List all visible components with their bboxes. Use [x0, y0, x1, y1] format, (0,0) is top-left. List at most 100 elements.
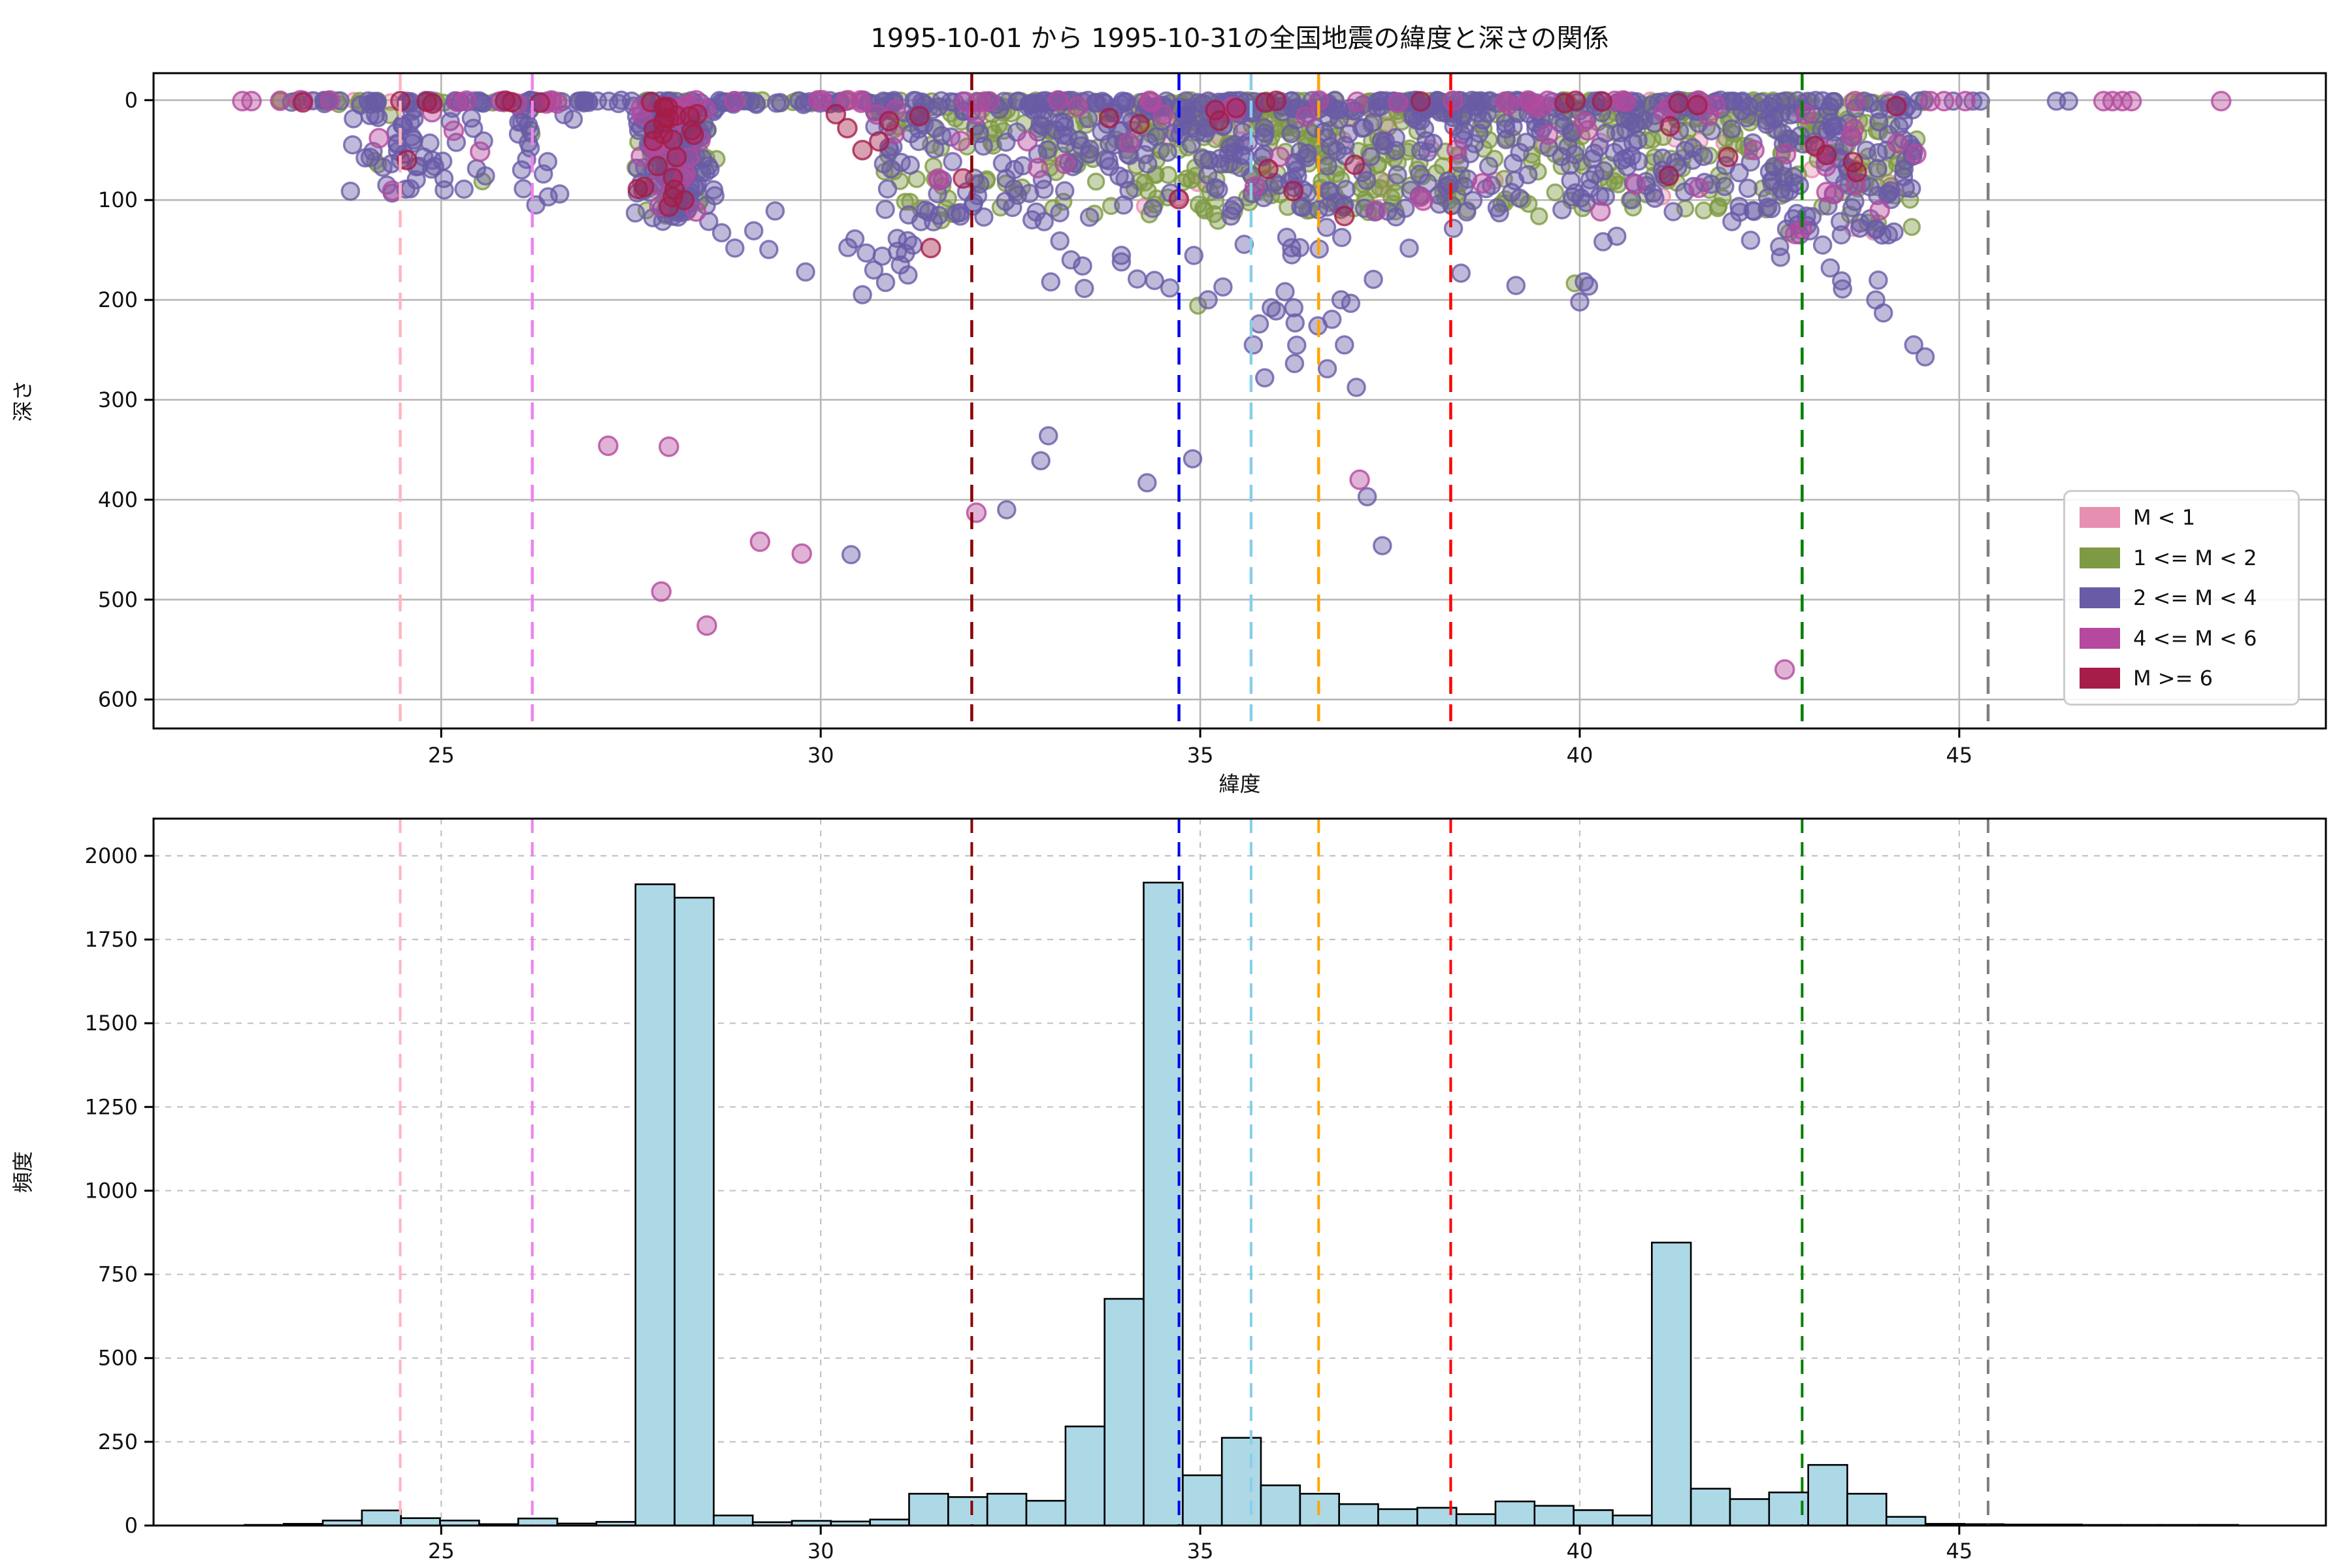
scatter-point-m46 — [1409, 186, 1431, 207]
scatter-point-m24 — [1316, 218, 1337, 237]
scatter-point-m24 — [1411, 141, 1431, 161]
scatter-point-m46 — [651, 581, 672, 602]
legend-swatch-m6 — [2080, 668, 2120, 689]
scatter-point-m24 — [746, 93, 766, 113]
scatter-point-m46 — [928, 170, 950, 191]
scatter-point-m24 — [1249, 314, 1269, 334]
scatter-point-m6 — [1226, 97, 1247, 119]
scatter-point-m24 — [526, 195, 546, 215]
scatter-point-m24 — [1331, 290, 1351, 310]
histogram-grid — [154, 819, 2326, 1526]
scatter-point-m24 — [340, 181, 361, 201]
scatter-point-m46 — [2210, 91, 2232, 112]
y-tick-label: 1250 — [85, 1094, 138, 1119]
scatter-point-m46 — [1955, 91, 1976, 112]
y-tick-label: 250 — [98, 1429, 138, 1454]
scatter-point-m24 — [1143, 199, 1163, 218]
scatter-point-m24 — [1869, 270, 1888, 290]
scatter-point-m24 — [1054, 181, 1075, 201]
scatter-point-m24 — [1505, 171, 1525, 191]
scatter-point-m24 — [1198, 165, 1218, 185]
histogram-bar — [1612, 1514, 1653, 1526]
scatter-point-m24 — [770, 93, 790, 112]
scatter-point-m24 — [1181, 134, 1201, 154]
scatter-point-m24 — [891, 152, 911, 172]
scatter-point-m24 — [1111, 252, 1132, 272]
scatter-point-m46 — [1688, 177, 1709, 199]
scatter-point-m6 — [1687, 95, 1708, 116]
scatter-point-m24 — [743, 221, 764, 240]
scatter-point-m24 — [1738, 178, 1758, 198]
histogram-bar — [1573, 1509, 1614, 1526]
scatter-point-m46 — [966, 502, 987, 523]
scatter-point-m46 — [1590, 201, 1611, 222]
scatter-point-m6 — [529, 92, 551, 114]
scatter-point-m46 — [630, 97, 651, 118]
scatter-point-m12 — [1695, 201, 1713, 220]
scatter-point-m24 — [1022, 210, 1042, 230]
scatter-point-m46 — [270, 90, 291, 112]
scatter-point-m46 — [2121, 91, 2142, 112]
scatter-point-m46 — [598, 435, 619, 457]
scatter-point-m24 — [711, 223, 732, 243]
scatter-point-m24 — [1172, 116, 1192, 137]
scatter-point-m46 — [791, 543, 812, 564]
scatter-point-m24 — [1254, 118, 1274, 138]
scatter-point-m6 — [1816, 144, 1837, 166]
scatter-point-m24 — [1221, 206, 1241, 226]
scatter-point-m24 — [1510, 142, 1529, 162]
scatter-point-m24 — [874, 154, 894, 174]
scatter-point-m24 — [1663, 202, 1683, 221]
scatter-point-m6 — [655, 108, 676, 129]
scatter-point-m24 — [1561, 171, 1580, 191]
scatter-point-m24 — [1198, 290, 1218, 310]
scatter-point-m6 — [647, 155, 668, 176]
scatter-point-m24 — [1357, 487, 1377, 507]
scatter-point-m6 — [837, 118, 858, 139]
scatter-point-m24 — [1737, 108, 1757, 128]
scatter-point-m6 — [627, 178, 649, 199]
x-tick-label: 35 — [1187, 1539, 1214, 1563]
y-tick-label: 0 — [125, 88, 138, 112]
scatter-point-m6 — [1098, 108, 1120, 129]
scatter-point-m24 — [1643, 183, 1663, 203]
histogram-bar — [1807, 1463, 1848, 1526]
scatter-point-m6 — [1334, 205, 1355, 227]
x-tick-label: 35 — [1187, 743, 1214, 768]
scatter-point-m24 — [1616, 148, 1636, 169]
scatter-point-m24 — [563, 109, 583, 129]
scatter-point-m6 — [397, 150, 417, 171]
scatter-point-m12 — [1529, 207, 1548, 225]
scatter-point-m46 — [885, 99, 907, 120]
scatter-point-m24 — [1386, 207, 1406, 227]
scatter-point-m24 — [344, 108, 363, 129]
scatter-point-m24 — [570, 91, 590, 111]
scatter-point-m24 — [1284, 353, 1305, 374]
scatter-point-m24 — [1336, 180, 1356, 199]
scatter-point-m46 — [1795, 104, 1816, 125]
scatter-point-m24 — [1830, 212, 1850, 231]
histogram-bars — [244, 881, 2240, 1526]
scatter-point-m6 — [666, 146, 687, 168]
scatter-point-m6 — [825, 103, 847, 125]
scatter-point-m12 — [1086, 172, 1105, 191]
scatter-point-m46 — [1537, 124, 1559, 145]
scatter-point-m24 — [366, 105, 385, 125]
scatter-point-m24 — [1266, 301, 1286, 321]
histogram-bar — [1846, 1493, 1887, 1526]
scatter-point-m24 — [1722, 212, 1742, 231]
scatter-point-m6 — [1658, 165, 1680, 186]
scatter-point-m24 — [392, 115, 412, 135]
histogram-bar — [1690, 1488, 1731, 1526]
scatter-point-m24 — [1767, 120, 1788, 140]
scatter-point-m24 — [2059, 91, 2078, 111]
scatter-point-m24 — [1893, 167, 1914, 187]
scatter-point-m46 — [1784, 223, 1806, 245]
scatter-point-m24 — [1282, 238, 1301, 258]
scatter-point-m24 — [1070, 130, 1089, 150]
scatter-point-m24 — [887, 229, 907, 248]
scatter-point-m6 — [416, 91, 438, 112]
scatter-point-m24 — [1074, 278, 1094, 299]
